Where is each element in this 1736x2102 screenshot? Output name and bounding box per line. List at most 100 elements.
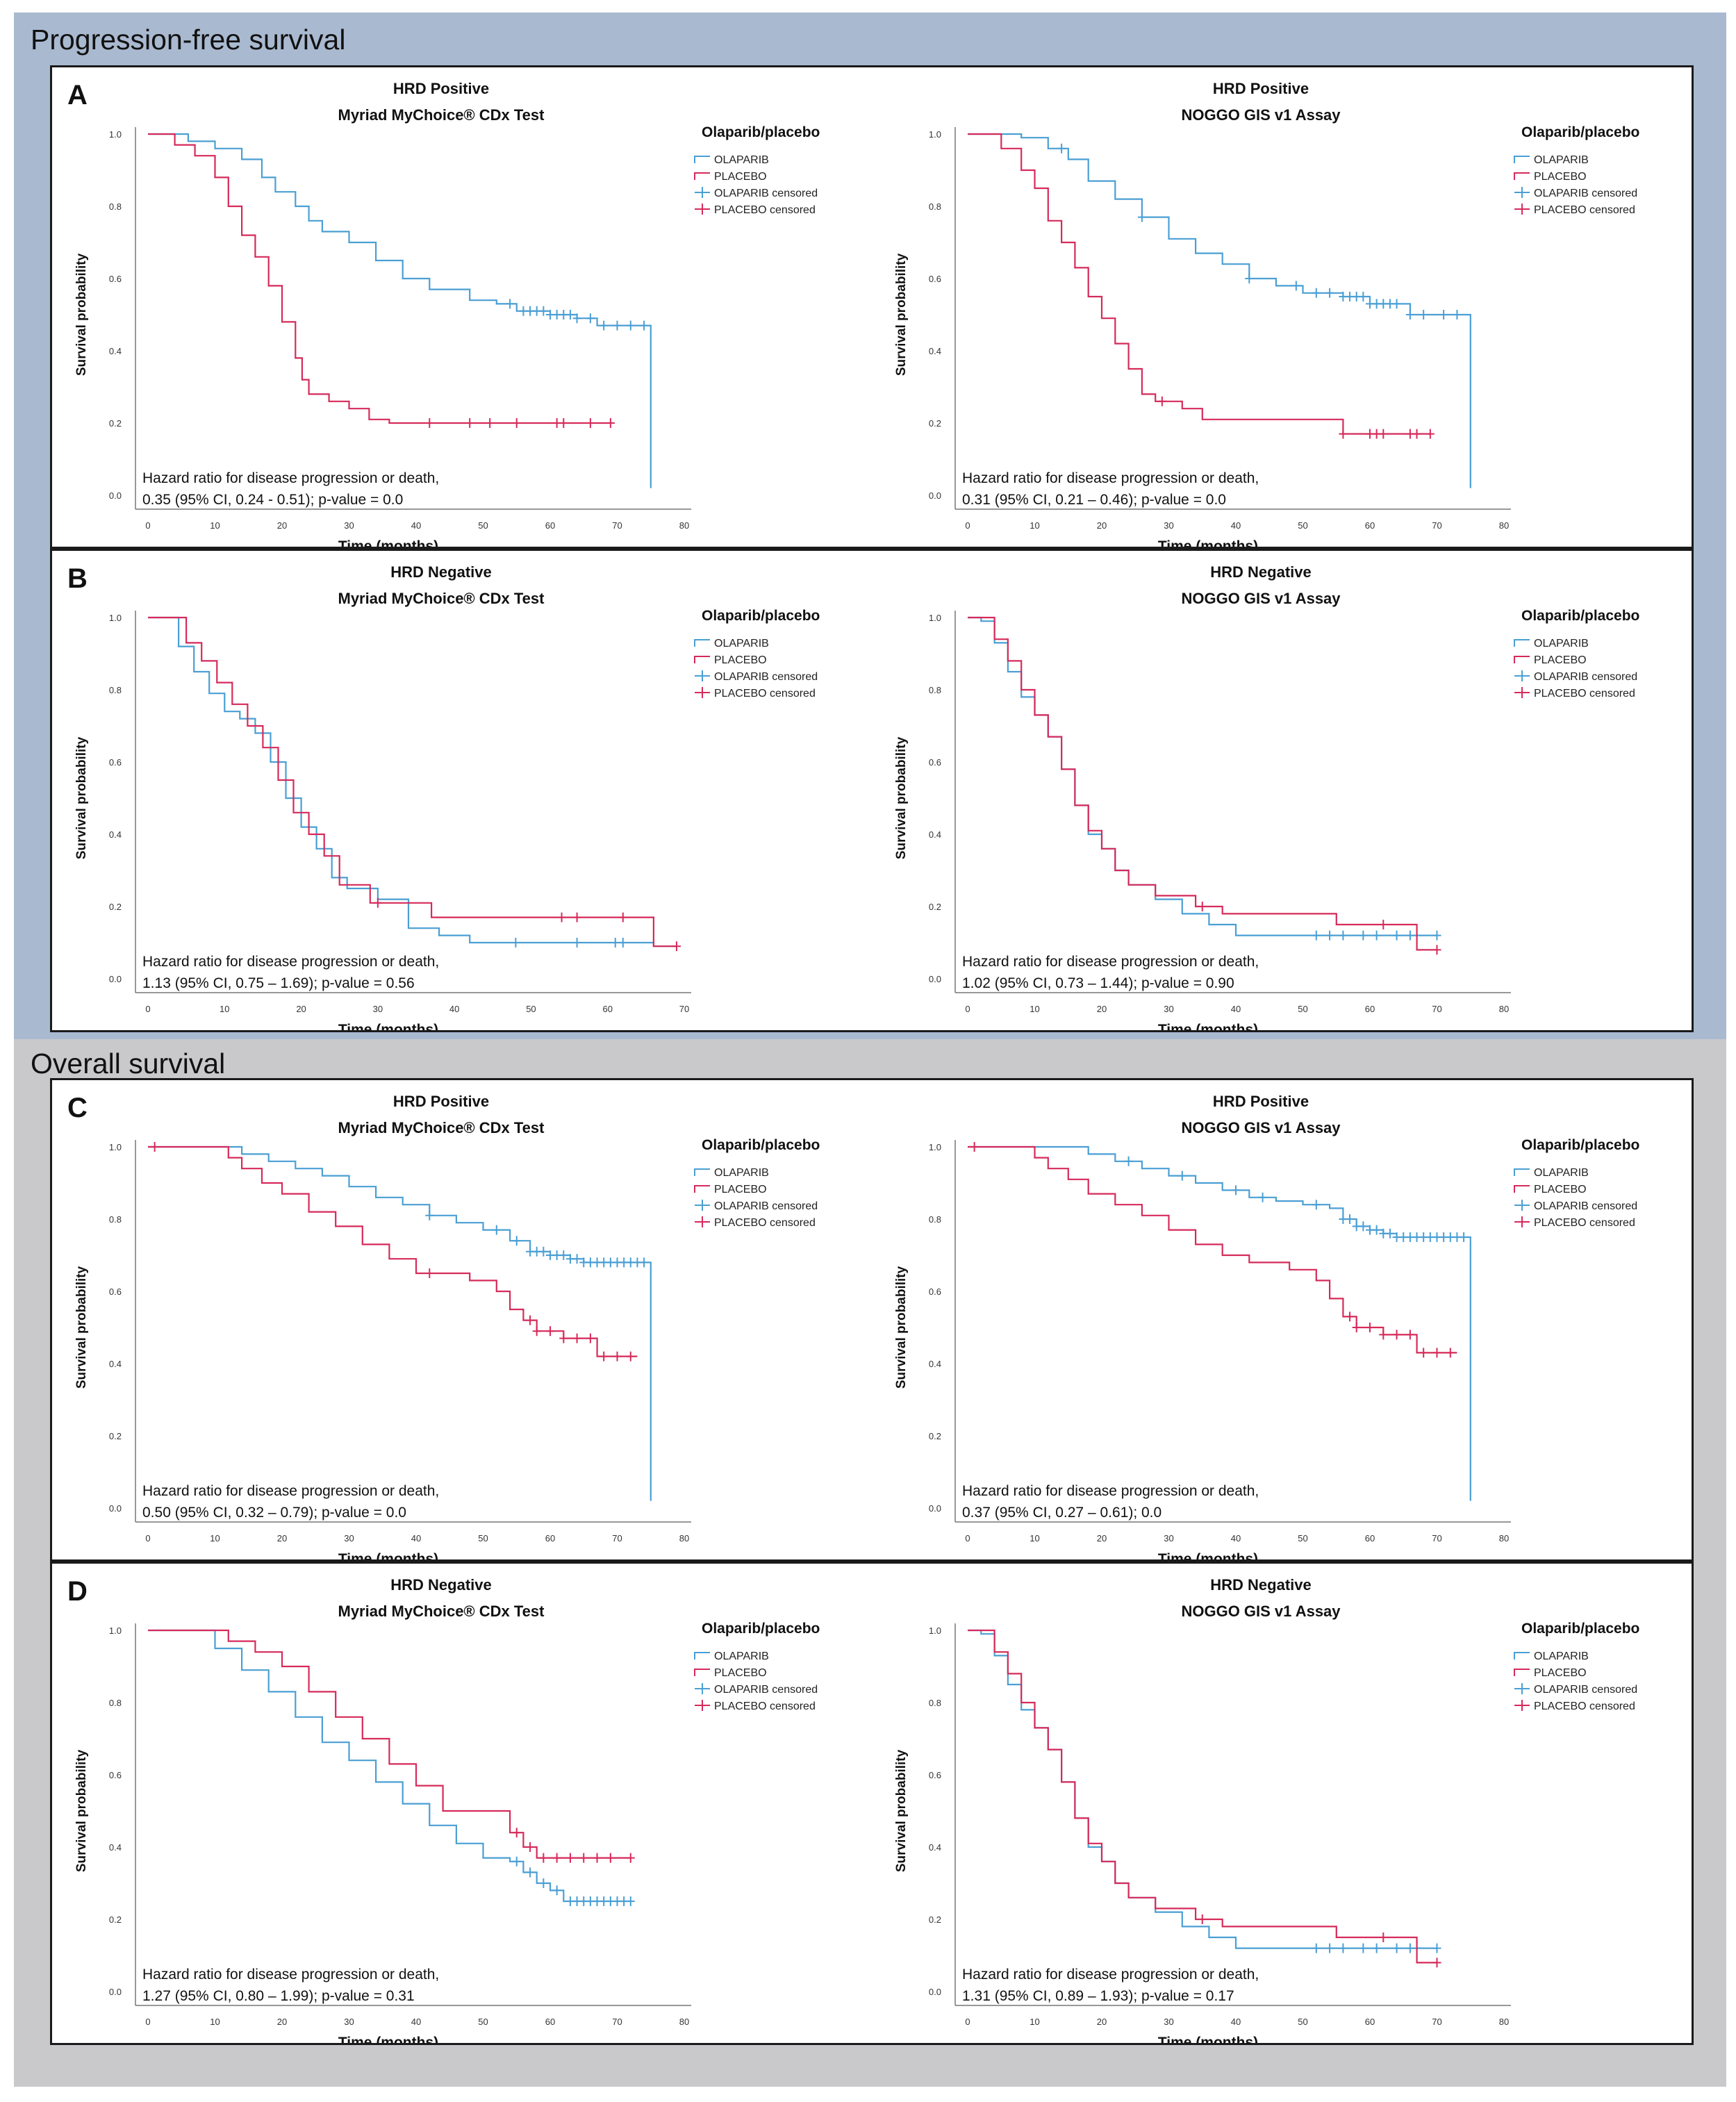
y-tick-label: 0.4 xyxy=(109,1359,122,1369)
km-chart-a-right: HRD Positive NOGGO GIS v1 Assay 0 10 20 30 40 5… xyxy=(894,80,1639,547)
x-tick-label: 40 xyxy=(1231,520,1241,531)
x-tick-label: 30 xyxy=(344,520,354,531)
os-section: Overall survival C HRD Positive Myriad My… xyxy=(14,1039,1726,2087)
y-tick-label: 0.8 xyxy=(109,1214,122,1225)
x-tick-label: 20 xyxy=(1097,2017,1107,2027)
x-tick-label: 70 xyxy=(1432,1004,1441,1014)
placebo-censored-mark xyxy=(970,1142,979,1152)
legend-placebo-swatch xyxy=(1514,1185,1530,1193)
olaparib-survival-curve xyxy=(968,133,1471,488)
olaparib-censored-mark xyxy=(1245,274,1254,283)
row-b: B HRD Negative Myriad MyChoice® CDx Test 0… xyxy=(50,549,1694,1032)
placebo-censored-mark xyxy=(1346,1311,1355,1322)
x-tick-label: 20 xyxy=(277,520,287,531)
placebo-censored-mark xyxy=(425,1268,434,1278)
olaparib-censored-mark xyxy=(539,306,548,316)
x-tick-label: 20 xyxy=(277,2017,287,2027)
legend-olaparib-swatch xyxy=(694,1652,710,1660)
olaparib-survival-curve xyxy=(968,616,1437,936)
placebo-censored-mark xyxy=(1379,429,1388,439)
chart-assay-title: Myriad MyChoice® CDx Test xyxy=(338,1119,545,1136)
placebo-censored-mark xyxy=(373,897,382,908)
x-tick-label: 0 xyxy=(965,1004,970,1014)
legend-olaparib-label: OLAPARIB xyxy=(1534,1167,1589,1179)
placebo-censored-mark xyxy=(532,1326,541,1336)
legend-olaparib-censored-label: OLAPARIB censored xyxy=(714,1200,818,1212)
x-tick-label: 50 xyxy=(478,520,488,531)
legend-placebo-censored-swatch xyxy=(695,687,710,698)
x-tick-label: 70 xyxy=(612,520,622,531)
x-axis-label: Time (months) xyxy=(338,538,438,547)
legend-olaparib-swatch xyxy=(1514,639,1530,647)
placebo-censored-mark xyxy=(512,418,521,428)
placebo-censored-mark xyxy=(1366,1323,1374,1332)
olaparib-censored-mark xyxy=(618,938,627,947)
pfs-section-title: Progression-free survival xyxy=(31,24,346,56)
y-tick-label: 0.8 xyxy=(929,685,941,695)
x-tick-label: 0 xyxy=(965,1533,970,1544)
placebo-censored-mark xyxy=(565,1853,574,1863)
y-tick-label: 0.2 xyxy=(109,1431,122,1441)
placebo-censored-mark xyxy=(1379,920,1388,929)
x-tick-label: 20 xyxy=(296,1004,306,1014)
legend-olaparib-label: OLAPARIB xyxy=(1534,1650,1589,1662)
legend-placebo-label: PLACEBO xyxy=(1534,171,1587,183)
x-tick-label: 10 xyxy=(210,2017,220,2027)
olaparib-censored-mark xyxy=(1124,1156,1133,1166)
x-tick-label: 60 xyxy=(1365,2017,1375,2027)
olaparib-censored-mark xyxy=(1460,1232,1469,1242)
x-tick-label: 60 xyxy=(545,2017,555,2027)
legend-olaparib-censored-label: OLAPARIB censored xyxy=(1534,188,1637,199)
x-tick-label: 30 xyxy=(373,1004,383,1014)
olaparib-censored-mark xyxy=(640,1257,649,1268)
olaparib-censored-mark xyxy=(526,1867,535,1878)
y-tick-label: 0.6 xyxy=(109,1770,122,1780)
placebo-censored-mark xyxy=(572,1333,581,1343)
placebo-censored-mark xyxy=(526,1842,535,1852)
placebo-survival-curve xyxy=(968,616,1437,951)
x-tick-label: 70 xyxy=(612,1533,622,1544)
placebo-censored-mark xyxy=(425,418,434,428)
placebo-censored-mark xyxy=(586,418,595,428)
hazard-ratio-line2: 0.35 (95% CI, 0.24 - 0.51); p-value = 0.… xyxy=(142,492,403,508)
y-tick-label: 1.0 xyxy=(109,1625,122,1636)
y-tick-label: 0.8 xyxy=(929,1698,941,1708)
hazard-ratio-line1: Hazard ratio for disease progression or … xyxy=(962,1967,1259,1983)
km-chart-d-right: HRD Negative NOGGO GIS v1 Assay 0 10 20 30 40 5… xyxy=(894,1576,1639,2043)
y-tick-label: 1.0 xyxy=(929,613,941,623)
placebo-censored-mark xyxy=(1339,429,1348,439)
olaparib-survival-curve xyxy=(148,1145,652,1501)
legend-placebo-censored-swatch xyxy=(1514,1700,1530,1711)
placebo-survival-curve xyxy=(968,1629,1437,1964)
legend-placebo-censored-label: PLACEBO censored xyxy=(714,1700,816,1712)
olaparib-censored-mark xyxy=(1359,1221,1368,1232)
legend-title: Olaparib/placebo xyxy=(702,1137,820,1153)
y-tick-label: 0.2 xyxy=(929,902,941,912)
olaparib-censored-mark xyxy=(1359,930,1368,941)
olaparib-censored-mark xyxy=(1312,1943,1321,1953)
y-tick-label: 0.8 xyxy=(109,201,122,212)
olaparib-censored-mark xyxy=(1359,292,1368,301)
legend-placebo-label: PLACEBO xyxy=(714,654,767,666)
olaparib-censored-mark xyxy=(565,310,574,320)
km-chart-c-right: HRD Positive NOGGO GIS v1 Assay 0 10 20 30 40 5… xyxy=(894,1093,1639,1559)
olaparib-censored-mark xyxy=(1325,930,1334,941)
olaparib-censored-mark xyxy=(425,1210,434,1220)
legend-placebo-swatch xyxy=(694,656,710,663)
legend-olaparib-censored-swatch xyxy=(1514,670,1530,681)
olaparib-censored-mark xyxy=(1405,930,1414,941)
legend-olaparib-swatch xyxy=(1514,156,1530,163)
placebo-survival-curve xyxy=(148,1629,631,1859)
legend-olaparib-censored-label: OLAPARIB censored xyxy=(1534,1200,1637,1212)
x-axis-label: Time (months) xyxy=(1158,1022,1258,1030)
olaparib-censored-mark xyxy=(1372,1943,1381,1953)
y-axis-label: Survival probability xyxy=(74,1266,89,1389)
olaparib-censored-mark xyxy=(1339,1943,1348,1953)
legend-placebo-censored-swatch xyxy=(695,1216,710,1227)
y-tick-label: 0.6 xyxy=(109,1286,122,1297)
pfs-section: Progression-free survival A HRD Positive… xyxy=(14,13,1726,1039)
legend-olaparib-censored-swatch xyxy=(695,187,710,198)
chart-assay-title: NOGGO GIS v1 Assay xyxy=(1181,1603,1341,1620)
placebo-censored-mark xyxy=(486,418,495,428)
placebo-censored-mark xyxy=(1157,396,1166,406)
